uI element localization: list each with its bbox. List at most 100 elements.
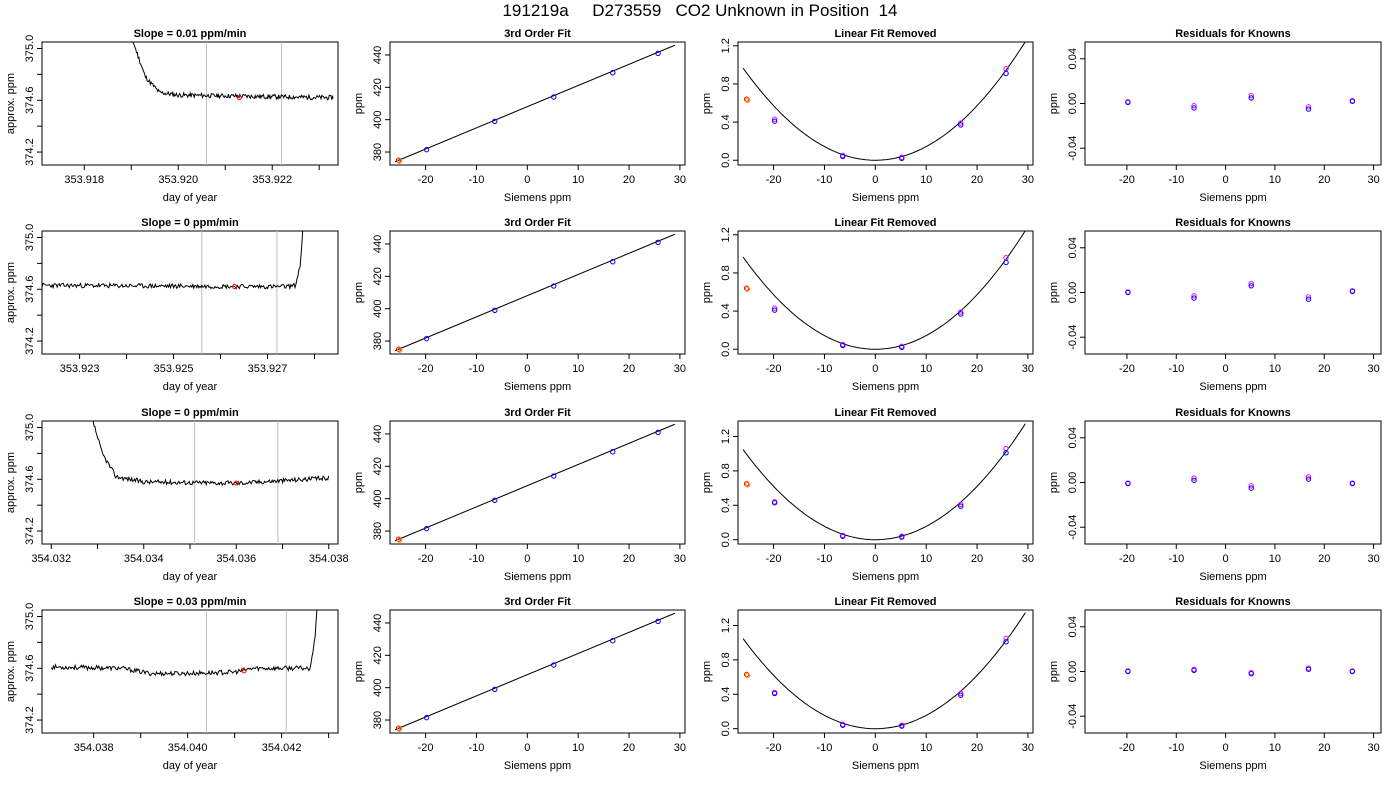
y-tick-label: 375.0 (24, 414, 36, 442)
x-axis-label: Siemens ppm (1199, 760, 1266, 772)
unknown-point-alt (396, 726, 403, 732)
x-tick-label: -20 (418, 553, 434, 565)
panel-title: Linear Fit Removed (834, 28, 936, 40)
known-point-alt (1305, 294, 1312, 300)
y-tick-label: 400 (372, 679, 384, 697)
panel-title: Linear Fit Removed (834, 217, 936, 229)
known-point (899, 344, 905, 351)
y-axis-label: ppm (353, 282, 365, 303)
known-point (958, 692, 964, 698)
unknown-point (395, 157, 402, 163)
x-tick-label: 353.925 (154, 363, 194, 375)
panel-r4-fit: 3rd Order Fit Siemens ppm ppm -20 -10 0 10 20 30… (353, 596, 686, 772)
x-tick-label: 0 (872, 742, 878, 754)
x-tick-label: 20 (1318, 363, 1330, 375)
plot-frame (41, 609, 339, 734)
unknown-point-alt (396, 347, 403, 353)
unknown-point-alt (744, 482, 751, 488)
x-tick-label: -10 (817, 174, 833, 186)
unknown-marker (236, 95, 242, 101)
y-tick-label: 374.2 (24, 517, 36, 545)
panel-title: Linear Fit Removed (834, 407, 936, 419)
known-point (1349, 288, 1356, 295)
known-point (610, 638, 616, 644)
x-tick-label: 10 (920, 174, 932, 186)
x-tick-label: -10 (1168, 174, 1184, 186)
known-point (655, 50, 661, 57)
plot-area (394, 233, 676, 353)
x-tick-label: 30 (1367, 742, 1379, 754)
x-axis-label: Siemens ppm (852, 760, 919, 772)
y-tick-label: 0.00 (1067, 282, 1079, 303)
plot-area (1125, 92, 1356, 112)
known-point-alt (1003, 635, 1009, 642)
x-tick-label: 10 (1269, 363, 1281, 375)
fit-curve (742, 42, 1026, 161)
known-point-alt (1305, 474, 1312, 480)
y-tick-label: 374.6 (24, 275, 36, 303)
known-point (492, 686, 498, 693)
panel-r1-fit: 3rd Order Fit Siemens ppm ppm -20 -10 0 10 20 30… (353, 28, 686, 204)
y-tick-label: 375.0 (24, 224, 36, 252)
unknown-point (743, 481, 750, 487)
x-axis-label: Siemens ppm (504, 571, 571, 583)
plot-area (92, 421, 330, 544)
known-point (771, 307, 778, 313)
x-tick-label: -10 (469, 363, 485, 375)
known-point (1125, 99, 1131, 106)
x-axis-label: Siemens ppm (852, 571, 919, 583)
x-tick-label: -20 (766, 363, 782, 375)
known-point (1305, 106, 1312, 112)
y-tick-label: 400 (372, 111, 384, 129)
x-tick-label: 20 (971, 363, 983, 375)
plot-area (394, 612, 676, 732)
y-axis-label: approx. ppm (5, 452, 17, 513)
x-tick-label: 30 (674, 174, 686, 186)
x-tick-label: 353.918 (64, 174, 104, 186)
unknown-point-alt (396, 158, 403, 164)
y-tick-label: 0.4 (720, 114, 732, 129)
x-tick-label: -20 (418, 174, 434, 186)
y-tick-label: 420 (372, 646, 384, 664)
unknown-point (395, 346, 402, 352)
known-point (551, 283, 557, 289)
x-tick-label: 10 (1269, 742, 1281, 754)
x-tick-label: 0 (1223, 553, 1229, 565)
x-tick-label: 20 (623, 553, 635, 565)
y-tick-label: 0.8 (720, 76, 732, 91)
plot-frame (737, 420, 1034, 545)
y-tick-label: 1.2 (720, 227, 732, 242)
x-axis-label: day of year (163, 760, 218, 772)
known-point-alt (1248, 92, 1254, 99)
known-point (423, 525, 430, 532)
unknown-point (743, 285, 750, 291)
x-tick-label: 30 (674, 553, 686, 565)
known-point (899, 155, 905, 162)
known-point (492, 118, 498, 125)
panel-r3-res: Residuals for Knowns Siemens ppm ppm -20 -10… (1048, 407, 1382, 583)
plot-frame (737, 609, 1034, 734)
y-axis-label: ppm (701, 282, 713, 303)
y-tick-label: 0.00 (1067, 93, 1079, 114)
y-axis-label: ppm (1048, 472, 1060, 493)
x-tick-label: 353.923 (60, 363, 100, 375)
fit-line (394, 44, 676, 163)
y-axis-label: ppm (1048, 93, 1060, 114)
known-point (1003, 450, 1009, 456)
x-tick-label: 20 (623, 363, 635, 375)
y-tick-label: 0.4 (720, 687, 732, 702)
panel-r3-lin: Linear Fit Removed Siemens ppm ppm -20 -10 0 1… (701, 407, 1034, 583)
y-tick-label: 420 (372, 267, 384, 285)
panel-r4-res: Residuals for Knowns Siemens ppm ppm -20 -10… (1048, 596, 1382, 772)
known-point (1191, 477, 1197, 483)
x-tick-label: 10 (920, 553, 932, 565)
x-axis-label: Siemens ppm (1199, 571, 1266, 583)
x-tick-label: 10 (572, 363, 584, 375)
known-point (1191, 105, 1197, 111)
panel-title: Residuals for Knowns (1175, 28, 1291, 40)
known-point (958, 311, 964, 317)
known-point (771, 500, 778, 506)
known-point-alt (958, 309, 964, 315)
panel-title: 3rd Order Fit (504, 28, 571, 40)
y-axis-label: ppm (1048, 661, 1060, 682)
